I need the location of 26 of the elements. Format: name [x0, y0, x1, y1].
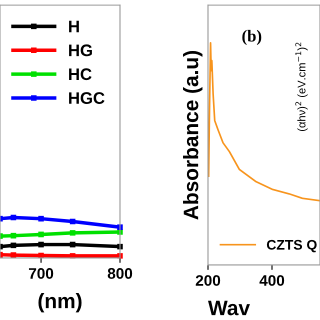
x-tick-label: 400 — [259, 275, 284, 286]
x-axis-title: Wav — [208, 300, 250, 316]
point — [10, 252, 16, 258]
point — [38, 232, 44, 238]
x-tick-label: 200 — [196, 275, 220, 286]
x-axis-title: (nm) — [38, 292, 82, 312]
annotation: (αhν)$^{2}$ (eV.cm$^{−1}$)$^{2}$ — [295, 42, 308, 132]
point — [10, 214, 16, 220]
point — [10, 242, 16, 248]
point — [38, 216, 44, 222]
annotation: (b) — [242, 30, 262, 46]
legend-label: H — [69, 20, 79, 32]
legend-label: CZTS Q — [266, 240, 317, 252]
x-tick-label: 700 — [28, 268, 54, 279]
legend-label: HG — [69, 44, 92, 56]
point — [117, 224, 123, 230]
point — [117, 244, 123, 250]
legend-label: HGC — [69, 92, 105, 104]
point — [10, 232, 16, 238]
point — [38, 242, 44, 248]
point — [70, 230, 76, 236]
point — [70, 218, 76, 224]
y-axis-title: Absorbance (a.u) — [183, 50, 202, 220]
legend-label: HC — [69, 68, 92, 80]
x-tick-label: 800 — [108, 268, 132, 279]
point — [70, 242, 76, 248]
